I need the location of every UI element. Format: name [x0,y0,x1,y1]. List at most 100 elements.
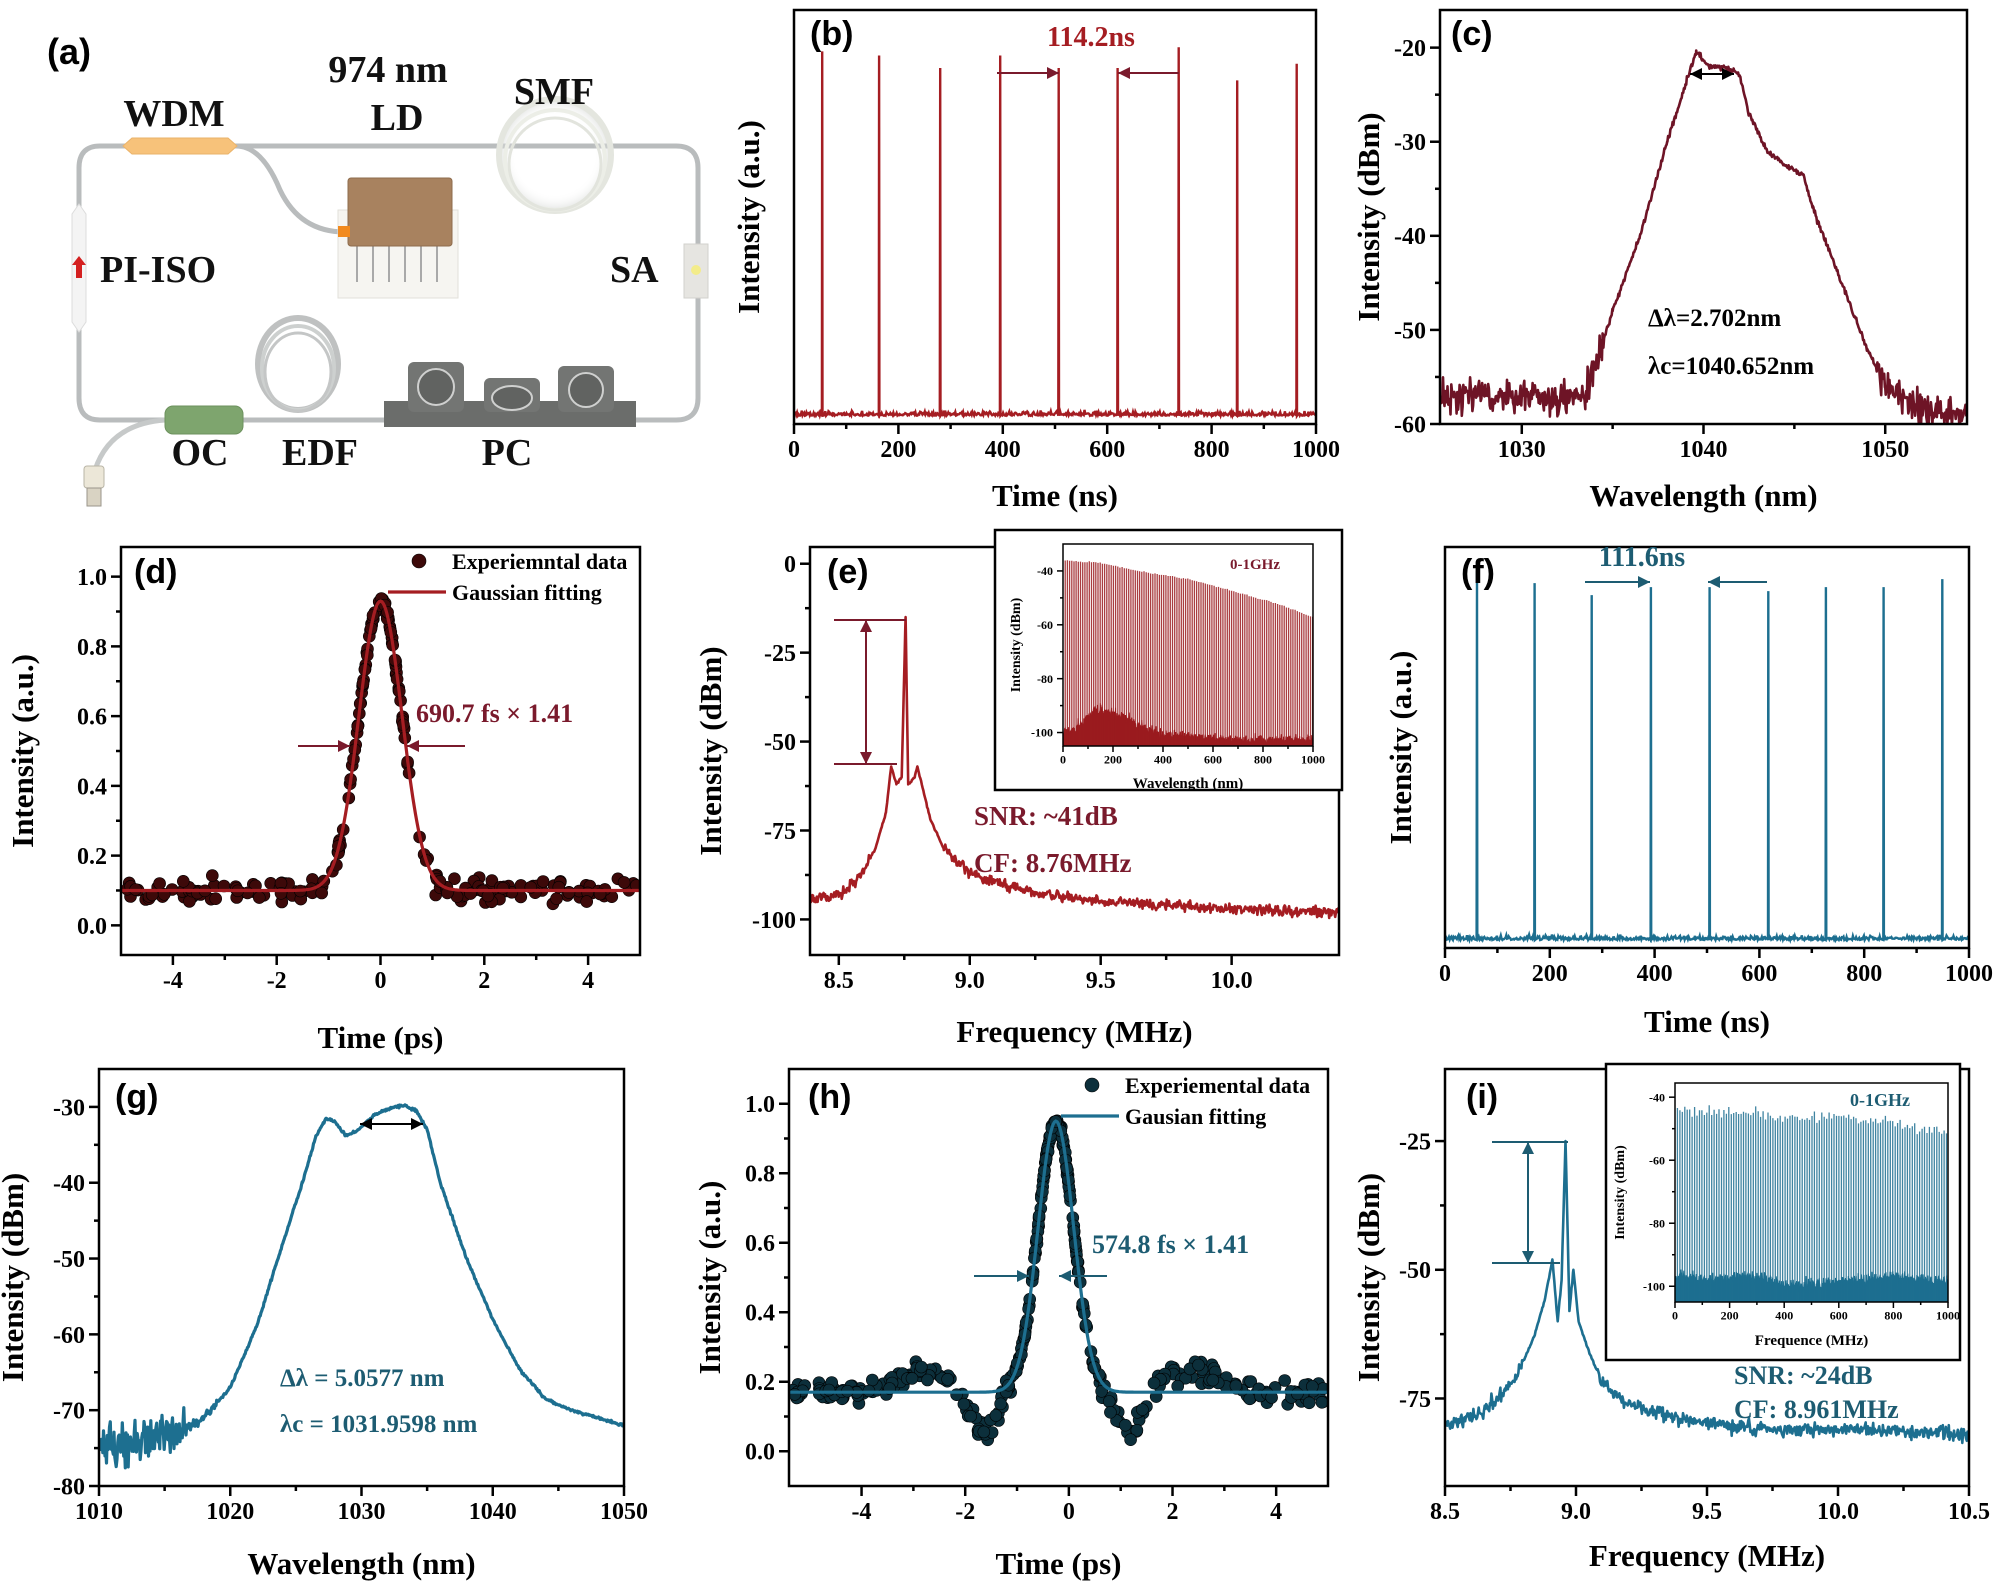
x-tick-label: 800 [1194,437,1230,463]
x-tick-label: 400 [1154,752,1172,766]
x-tick-label: 2 [478,968,490,994]
x-tick-label: 400 [1775,1308,1793,1322]
pi-isolator [71,203,87,333]
arrowhead-icon [1722,68,1734,80]
annotation: 114.2ns [1047,22,1135,53]
x-axis-title: Time (ns) [1644,1004,1770,1039]
legend-marker [411,553,427,569]
data-point [1315,1396,1328,1409]
data-point [550,892,563,906]
data-point [617,876,631,889]
spectrum-trace [99,1103,624,1470]
annotation: Δλ = 5.0577 nm [280,1365,445,1392]
data-point [905,1372,919,1385]
x-tick-label: 800 [1254,752,1272,766]
y-tick-label: -80 [1037,672,1053,686]
x-tick-label: 8.5 [1430,1499,1460,1525]
y-tick-label: 0.4 [745,1301,775,1327]
y-tick-label: -50 [1399,1258,1431,1284]
annotation: CF: 8.961MHz [1734,1395,1899,1424]
data-point [580,895,594,908]
spectrum-trace [810,615,1339,920]
plot-frame [787,1067,1330,1488]
x-tick-label: 9.0 [955,968,985,994]
pulse-train-trace [1445,571,1969,945]
y-tick-label: -100 [1643,1279,1665,1293]
panel-label: (b) [810,15,853,53]
y-tick-label: 0.8 [745,1162,775,1188]
x-tick-label: 800 [1846,961,1882,987]
data-point [1244,1375,1257,1388]
data-point [957,1397,971,1411]
x-tick-label: 600 [1204,752,1222,766]
x-tick-label: -4 [852,1499,872,1525]
data-point [914,1360,928,1374]
panel-label: (a) [47,31,91,72]
arrowhead-icon [407,740,419,752]
x-tick-label: -2 [267,968,287,994]
x-tick-label: 200 [1721,1308,1739,1322]
gaussian-fit-line [121,599,640,893]
x-tick-label: 2 [1167,1499,1179,1525]
output-coupler [164,405,244,435]
x-tick-label: 0 [1672,1308,1678,1322]
y-tick-label: -40 [1394,224,1426,250]
data-point [448,872,461,886]
data-point [1192,1358,1205,1372]
label-pi-iso: PI-ISO [100,249,216,291]
arrowhead-icon [1059,1270,1071,1282]
arrowhead-icon [1638,576,1650,588]
legend-marker [1084,1077,1100,1093]
y-axis-title: Intensity (a.u.) [692,1181,727,1375]
x-tick-label: 400 [1637,961,1673,987]
label-edf: EDF [282,432,358,474]
y-tick-label: 0 [784,552,796,578]
x-axis-title: Time (ns) [992,478,1118,513]
x-axis-title: Frequency (MHz) [956,1014,1192,1049]
saturable-absorber [683,243,709,299]
x-tick-label: 4 [582,968,594,994]
chart-panel-f: 0 200 400 600 800 1000 (f) Time (ns) Intensity (… [1383,542,1993,1039]
y-tick-label: 0.6 [745,1231,775,1257]
fiber-loop [76,143,701,423]
inset-x-axis-title: Wavelength (nm) [1133,776,1243,792]
y-tick-label: -60 [53,1323,85,1349]
x-tick-label: -2 [955,1499,975,1525]
x-tick-label: 10.5 [1948,1499,1990,1525]
x-tick-label: 1050 [600,1499,648,1525]
y-tick-label: -50 [764,730,796,756]
data-point [1278,1374,1291,1387]
data-point [496,881,510,895]
output-fiber [92,417,166,471]
edf-coil [255,315,341,413]
y-tick-label: -100 [1031,726,1053,740]
data-point [822,1383,836,1397]
x-tick-label: 400 [985,437,1021,463]
y-tick-label: -40 [1037,564,1053,578]
inset-label: 0-1GHz [1850,1090,1910,1110]
y-tick-label: -60 [1394,412,1426,438]
y-tick-label: 0.4 [77,774,107,800]
plot-area [121,592,640,911]
data-point [989,1409,1003,1422]
charts: 0 200 400 600 800 1000(b)Time (ns)Intensity (… [0,8,1993,1581]
x-tick-label: 4 [1270,1499,1282,1525]
y-tick-label: -50 [1394,318,1426,344]
data-point [789,1388,802,1401]
data-point [1124,1433,1137,1446]
polarization-controller [384,362,636,427]
y-tick-label: -30 [1394,130,1426,156]
data-point [1171,1379,1184,1393]
y-tick-label: -80 [1649,1216,1665,1230]
y-tick-label: -50 [53,1247,85,1273]
panel-label: (g) [115,1078,158,1116]
arrowhead-icon [338,740,350,752]
data-point [994,1397,1007,1411]
data-point [433,874,447,888]
x-axis-title: Frequency (MHz) [1589,1538,1825,1573]
y-axis-title: Intensity (dBm) [693,646,728,855]
y-axis-title: Intensity (a.u.) [5,654,40,848]
label-ld-wavelength: 974 nm [328,49,447,91]
arrowhead-icon [1017,1270,1029,1282]
